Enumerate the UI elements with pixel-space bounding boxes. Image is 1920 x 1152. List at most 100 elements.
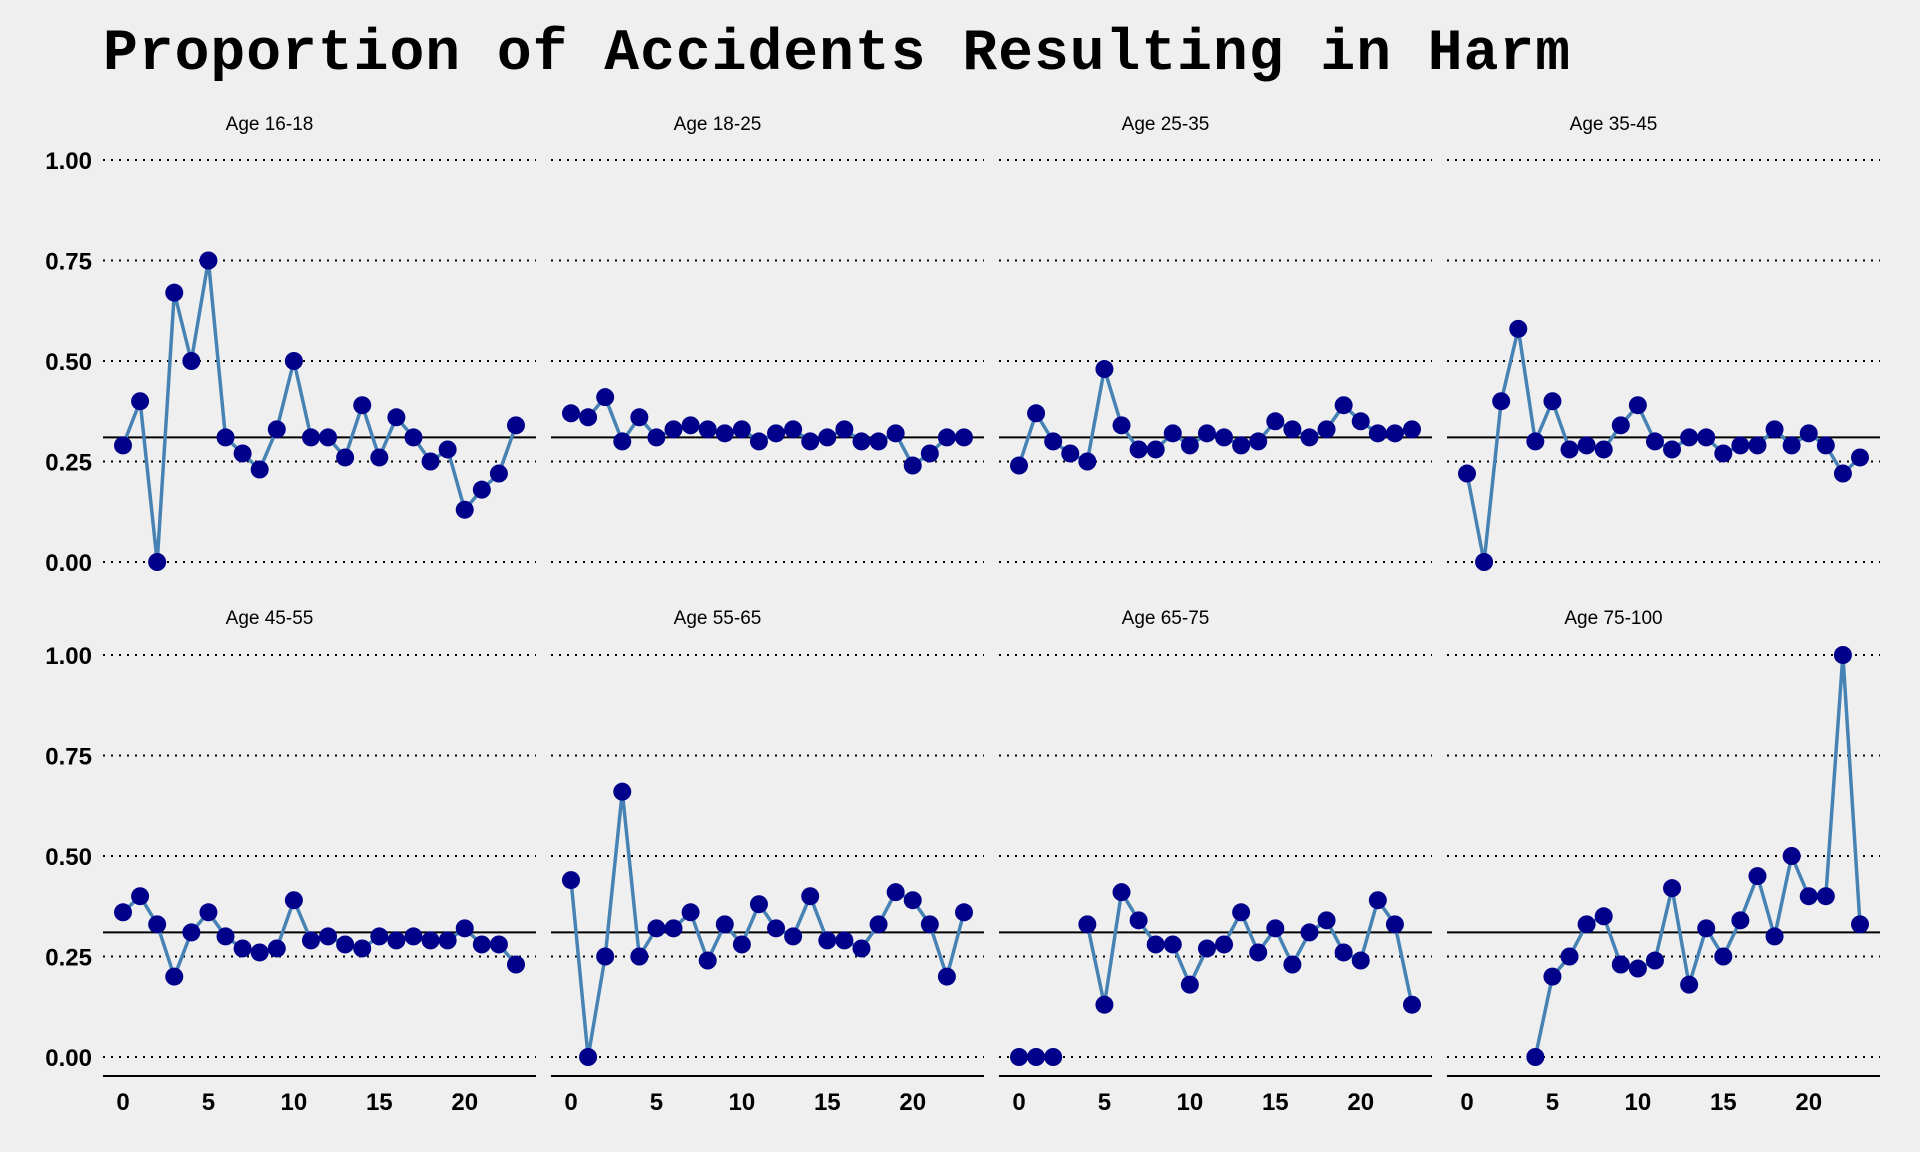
series-line bbox=[569, 789, 966, 1059]
data-point bbox=[131, 392, 150, 411]
data-point bbox=[1765, 420, 1784, 439]
data-point bbox=[1458, 464, 1476, 483]
data-point bbox=[1833, 464, 1852, 483]
data-point bbox=[472, 480, 491, 499]
data-point bbox=[267, 939, 286, 958]
data-point bbox=[114, 436, 132, 455]
data-point bbox=[801, 887, 820, 906]
data-point bbox=[937, 967, 956, 986]
series-line bbox=[1465, 327, 1862, 564]
data-point bbox=[732, 935, 751, 954]
data-point bbox=[1266, 919, 1285, 938]
data-point bbox=[647, 919, 666, 938]
data-point bbox=[1645, 951, 1664, 970]
y-tick-label: 1.00 bbox=[45, 643, 92, 670]
data-point bbox=[1215, 428, 1234, 447]
y-tick-label: 0.75 bbox=[45, 744, 92, 771]
data-point bbox=[562, 404, 580, 423]
data-point bbox=[1714, 947, 1733, 966]
data-point bbox=[1078, 452, 1097, 471]
facet-title: Age 16-18 bbox=[226, 114, 314, 135]
data-point bbox=[1492, 392, 1511, 411]
x-tick-label: 5 bbox=[1098, 1089, 1111, 1116]
data-point bbox=[1748, 867, 1767, 886]
panel-age-18-25: Age 18-25 bbox=[551, 114, 984, 563]
y-tick-label: 0.50 bbox=[45, 844, 92, 871]
data-point bbox=[1180, 436, 1199, 455]
data-point bbox=[920, 444, 939, 463]
panel-age-45-55: Age 45-55 0 5 10 15 20 bbox=[103, 608, 536, 1116]
x-tick-label: 20 bbox=[451, 1089, 478, 1116]
data-point bbox=[835, 420, 854, 439]
data-point bbox=[562, 871, 580, 890]
data-point bbox=[1044, 432, 1063, 451]
data-point bbox=[784, 420, 803, 439]
data-point bbox=[1112, 883, 1131, 902]
data-point bbox=[489, 935, 508, 954]
data-point bbox=[1095, 360, 1114, 379]
panel-age-55-65: Age 55-65 0 5 10 15 20 bbox=[551, 608, 984, 1116]
data-point bbox=[767, 919, 786, 938]
data-point bbox=[1266, 412, 1285, 431]
data-point bbox=[1078, 915, 1097, 934]
data-point bbox=[1403, 420, 1421, 439]
x-tick-label: 10 bbox=[1625, 1089, 1652, 1116]
data-point bbox=[404, 428, 423, 447]
y-tick-label: 1.00 bbox=[45, 148, 92, 175]
data-point bbox=[647, 428, 666, 447]
panel-age-16-18: Age 16-18 bbox=[103, 114, 536, 571]
data-point bbox=[319, 927, 338, 946]
x-tick-label: 15 bbox=[1262, 1089, 1289, 1116]
data-point bbox=[114, 903, 132, 922]
data-point bbox=[438, 931, 457, 950]
data-point bbox=[1543, 392, 1562, 411]
facet-title: Age 45-55 bbox=[226, 608, 314, 629]
data-point bbox=[1385, 424, 1404, 443]
data-point bbox=[455, 919, 474, 938]
data-point bbox=[579, 408, 598, 427]
facet-title: Age 55-65 bbox=[674, 608, 762, 629]
data-point bbox=[732, 420, 751, 439]
data-point bbox=[1628, 396, 1647, 415]
x-tick-label: 10 bbox=[729, 1089, 756, 1116]
data-point bbox=[1594, 440, 1613, 459]
data-point bbox=[216, 428, 235, 447]
x-tick-label: 15 bbox=[1710, 1089, 1737, 1116]
data-point bbox=[284, 352, 303, 370]
data-point bbox=[1799, 887, 1818, 906]
data-point bbox=[903, 891, 922, 910]
data-point bbox=[1816, 887, 1835, 906]
y-tick-label: 0.00 bbox=[45, 550, 92, 577]
data-point bbox=[353, 939, 372, 958]
data-point bbox=[1851, 915, 1869, 934]
data-point bbox=[698, 951, 717, 970]
data-point bbox=[1368, 424, 1387, 443]
data-point bbox=[613, 432, 632, 451]
data-point bbox=[903, 456, 922, 475]
x-tick-label: 0 bbox=[1012, 1089, 1025, 1116]
x-tick-label: 0 bbox=[1460, 1089, 1473, 1116]
data-point bbox=[835, 931, 854, 950]
y-tick-label: 0.75 bbox=[45, 249, 92, 276]
data-point bbox=[319, 428, 338, 447]
data-point bbox=[131, 887, 150, 906]
data-point bbox=[421, 452, 440, 471]
data-point bbox=[1300, 428, 1319, 447]
data-point bbox=[818, 931, 837, 950]
data-point bbox=[267, 420, 286, 439]
data-point bbox=[1351, 951, 1370, 970]
data-point bbox=[507, 416, 525, 435]
facet-title: Age 65-75 bbox=[1122, 608, 1210, 629]
x-tick-label: 15 bbox=[366, 1089, 393, 1116]
data-point bbox=[165, 967, 184, 986]
data-point bbox=[1851, 448, 1869, 467]
data-point bbox=[233, 939, 252, 958]
x-tick-label: 0 bbox=[564, 1089, 577, 1116]
data-point bbox=[1180, 975, 1199, 994]
x-tick-label: 20 bbox=[899, 1089, 926, 1116]
data-point bbox=[1748, 436, 1767, 455]
y-tick-label: 0.25 bbox=[45, 945, 92, 972]
data-point bbox=[1731, 911, 1750, 930]
